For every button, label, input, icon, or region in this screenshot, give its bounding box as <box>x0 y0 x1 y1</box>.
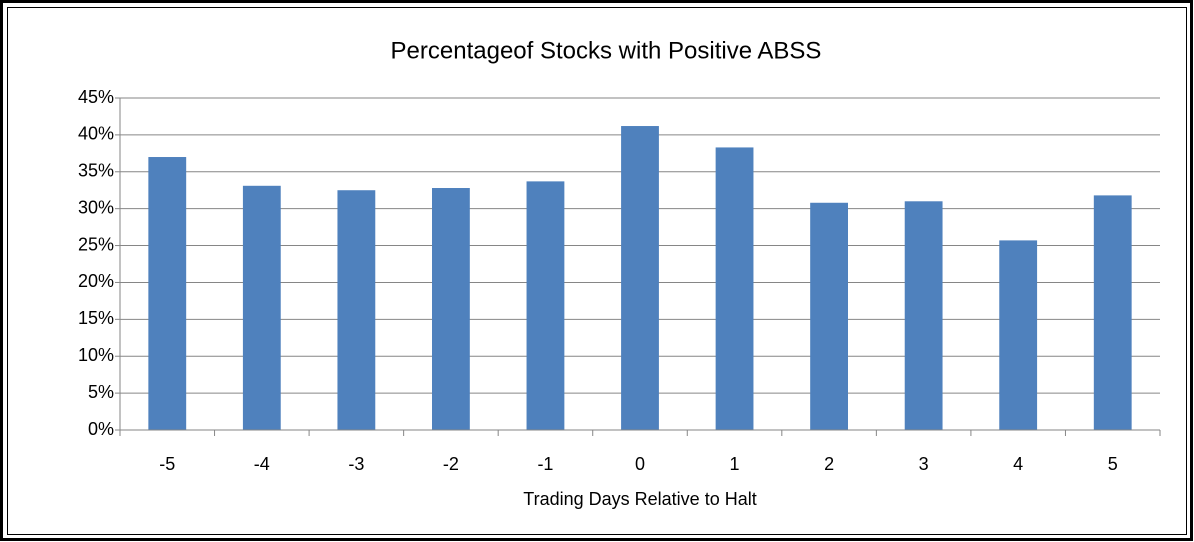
y-tick-label: 20% <box>78 271 114 291</box>
y-tick-label: 10% <box>78 345 114 365</box>
x-tick-label: -3 <box>348 454 364 474</box>
y-tick-label: 35% <box>78 161 114 181</box>
x-tick-label: -4 <box>254 454 270 474</box>
x-tick-label: 3 <box>919 454 929 474</box>
bar <box>337 190 376 430</box>
x-tick-label: 1 <box>730 454 740 474</box>
y-tick-label: 45% <box>78 87 114 107</box>
x-tick-label: -1 <box>537 454 553 474</box>
y-tick-label: 25% <box>78 234 114 254</box>
y-tick-label: 15% <box>78 308 114 328</box>
bar <box>1093 195 1132 430</box>
x-tick-label: 0 <box>635 454 645 474</box>
y-tick-label: 5% <box>88 382 114 402</box>
bar <box>432 188 470 430</box>
bar <box>526 181 565 430</box>
x-tick-label: -2 <box>443 454 459 474</box>
x-tick-label: 2 <box>824 454 834 474</box>
x-tick-label: 5 <box>1108 454 1118 474</box>
x-tick-label: 4 <box>1013 454 1023 474</box>
y-tick-label: 0% <box>88 419 114 439</box>
y-tick-label: 30% <box>78 197 114 217</box>
chart-title: Percentageof Stocks with Positive ABSS <box>391 37 822 64</box>
x-axis-title: Trading Days Relative to Halt <box>523 489 756 509</box>
inner-border <box>7 7 1187 535</box>
bar <box>621 126 659 430</box>
bar <box>904 201 943 430</box>
x-tick-label: -5 <box>159 454 175 474</box>
bar <box>715 147 754 431</box>
bar <box>810 202 848 430</box>
y-tick-label: 40% <box>78 124 114 144</box>
bar <box>999 240 1038 430</box>
bar <box>242 185 281 430</box>
bar <box>148 157 187 430</box>
